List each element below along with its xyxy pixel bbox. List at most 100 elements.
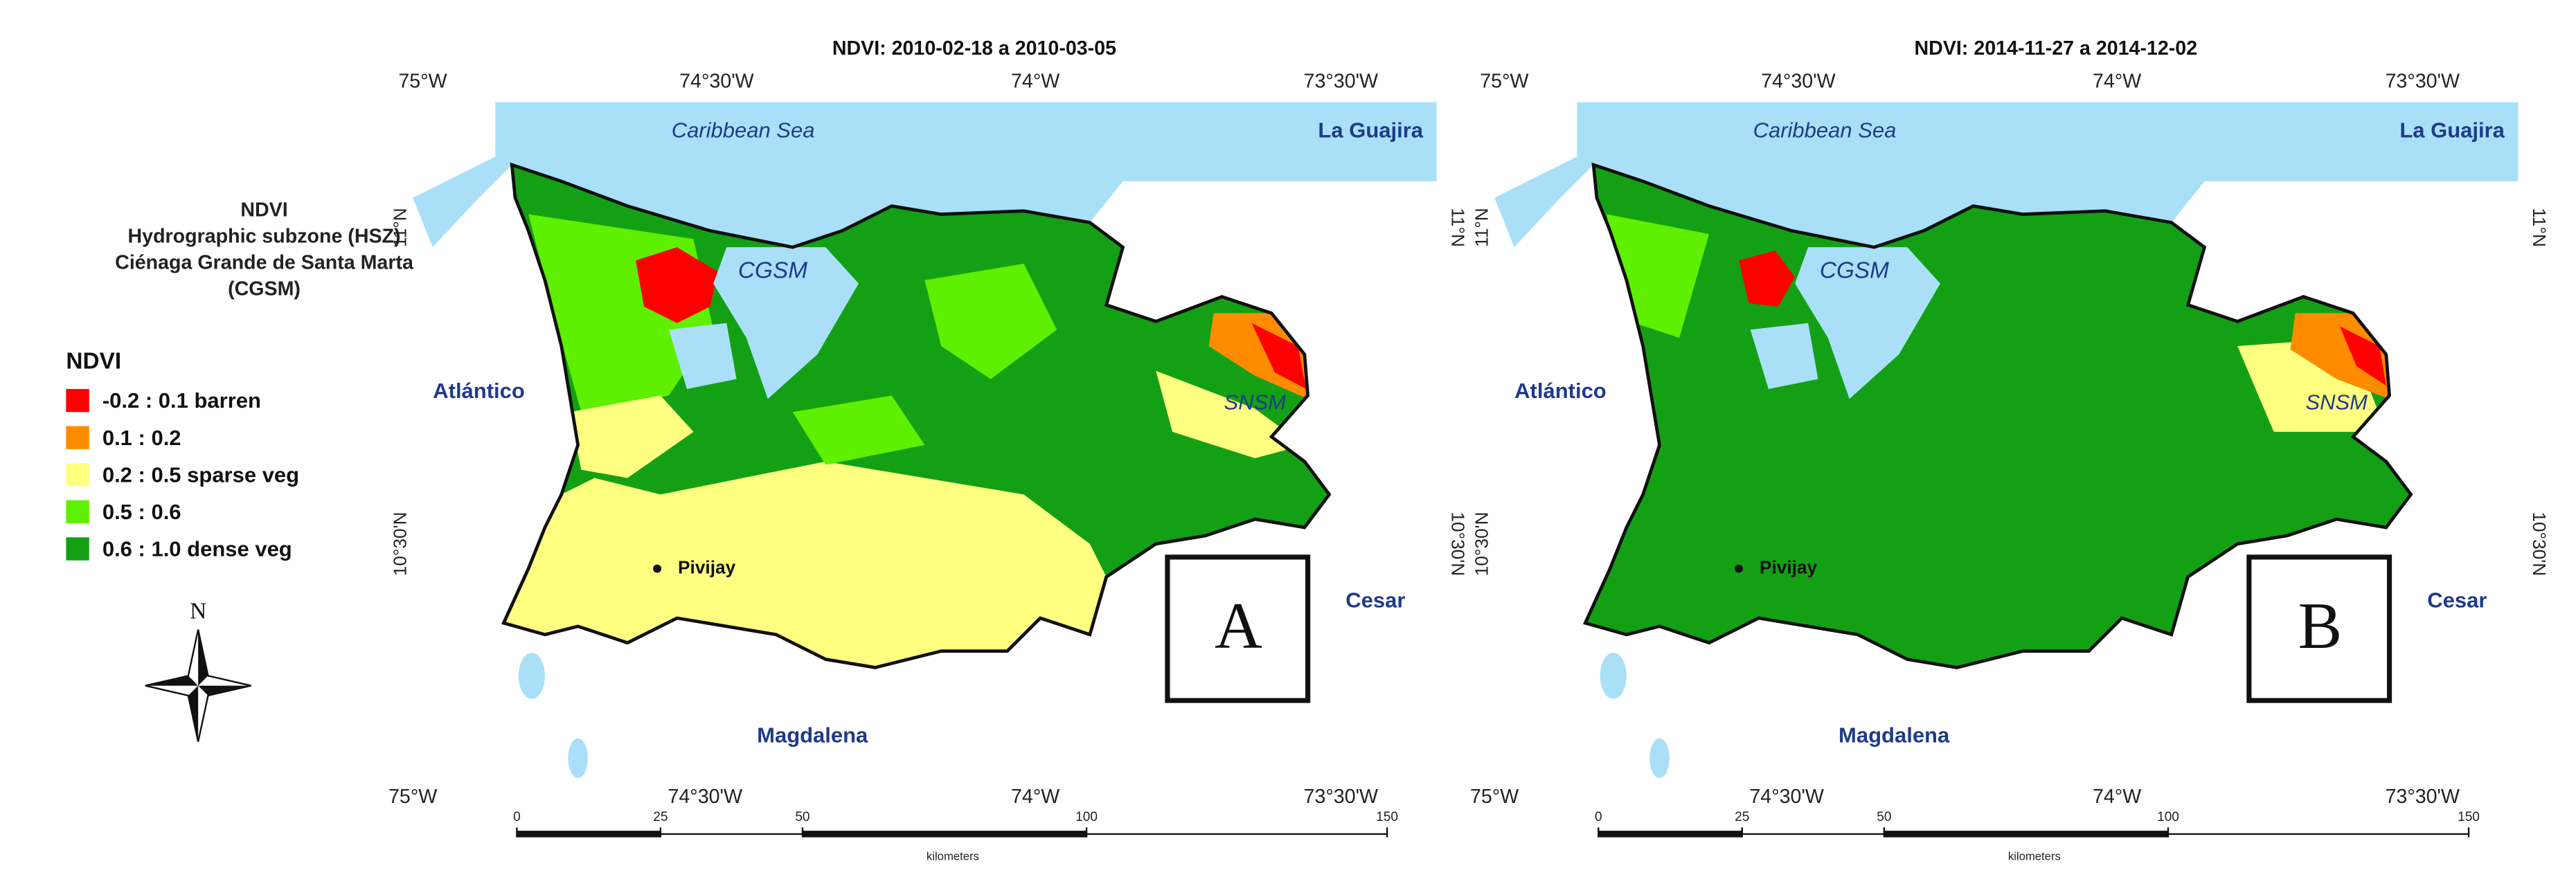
ndvi-patch <box>1208 313 1308 399</box>
place-label: Pivijay <box>1760 557 1818 577</box>
lagoon <box>713 247 859 399</box>
lat-label-left: 10°30'N <box>389 512 410 576</box>
lagoon <box>1795 247 1940 399</box>
legend-heading: Ciénaga Grande de Santa Marta <box>115 252 414 274</box>
legend-heading: (CGSM) <box>228 278 301 300</box>
place-label: La Guajira <box>2399 118 2505 143</box>
ndvi-patch <box>503 461 1107 668</box>
legend-label: -0.2 : 0.1 barren <box>102 388 261 413</box>
town-dot <box>1735 564 1743 573</box>
lat-label-right: 11°N <box>1447 208 1468 247</box>
legend-label: 0.5 : 0.6 <box>102 500 181 524</box>
legend-title: NDVI <box>66 349 121 374</box>
boundary <box>1582 162 2413 669</box>
place-label: La Guajira <box>1318 118 1423 143</box>
ndvi-patch <box>1251 323 1307 389</box>
ndvi-patch <box>2290 313 2390 399</box>
panel-letter-box <box>1165 554 1311 703</box>
place-label: Cesar <box>1345 588 1405 612</box>
panel-title: NDVI: 2010-02-18 a 2010-03-05 <box>832 37 1116 60</box>
land <box>503 165 1330 668</box>
scale-label: 100 <box>1075 810 1098 824</box>
lake <box>568 738 588 778</box>
panel-letter: B <box>2298 589 2343 662</box>
scale-seg <box>1598 831 1742 838</box>
place-label: Magdalena <box>757 723 868 748</box>
land-base <box>1585 165 2411 668</box>
legend-swatch <box>66 500 89 524</box>
scale-label: 25 <box>1735 810 1749 824</box>
ndvi-patch <box>2340 326 2386 386</box>
ndvi-patch <box>924 263 1057 379</box>
lat-label-left: 10°30'N <box>1471 512 1492 576</box>
scale-label: 25 <box>653 810 668 824</box>
lon-label-bottom: 74°30'W <box>668 786 742 808</box>
scale-unit: kilometers <box>2008 850 2061 863</box>
scale-label: 50 <box>795 810 810 824</box>
place-label: CGSM <box>1820 258 1889 284</box>
ndvi-patch <box>636 247 719 323</box>
lon-label-top: 73°30'W <box>2385 71 2460 93</box>
lon-label-bottom: 74°W <box>2093 786 2141 808</box>
lon-label-top: 74°30'W <box>1761 71 1836 93</box>
scale-label: 100 <box>2157 810 2179 824</box>
scale-label: 0 <box>513 810 521 824</box>
lon-label-bottom: 75°W <box>1470 786 1519 808</box>
place-label: Cesar <box>2427 588 2487 612</box>
sea <box>1494 102 2519 248</box>
lon-label-top: 75°W <box>398 71 447 93</box>
ndvi-patch <box>1739 250 1796 307</box>
ndvi-patch <box>792 395 925 465</box>
lat-label-left: 11°N <box>389 208 410 247</box>
panel-title: NDVI: 2014-11-27 a 2014-12-02 <box>1915 37 2198 60</box>
lat-label-left: 11°N <box>1471 208 1492 247</box>
place-label: Pivijay <box>678 557 736 577</box>
ndvi-patch <box>1156 370 1305 458</box>
map-panel: NDVI: 2014-11-27 a 2014-12-02 75°W 74°30'W… <box>1470 37 2550 863</box>
lon-label-top: 74°W <box>2093 71 2141 93</box>
scale-unit: kilometers <box>927 850 979 863</box>
scale-seg <box>517 831 661 838</box>
lake <box>518 652 545 699</box>
place-label: Caribbean Sea <box>1753 118 1897 143</box>
map-panel: NDVI: 2010-02-18 a 2010-03-05 75°W 74°30'W… <box>388 37 1468 863</box>
legend-swatch <box>66 537 89 561</box>
lake <box>1649 738 1670 778</box>
place-label: Atlántico <box>433 379 525 403</box>
lon-label-top: 75°W <box>1480 71 1528 93</box>
lat-label-right: 11°N <box>2529 208 2550 247</box>
wetland-lakes <box>668 323 737 389</box>
wetland-lakes <box>1750 323 1818 389</box>
lon-label-bottom: 73°30'W <box>2385 786 2460 808</box>
scale-label: 150 <box>1376 810 1398 824</box>
lon-label-bottom: 73°30'W <box>1304 786 1379 808</box>
sea <box>413 102 1437 248</box>
scale-seg <box>1884 831 2168 838</box>
legend-swatch <box>66 463 89 487</box>
scale-label: 50 <box>1877 810 1891 824</box>
town-dot <box>653 564 662 573</box>
lon-label-bottom: 75°W <box>388 786 437 808</box>
legend-label: 0.2 : 0.5 sparse veg <box>102 462 299 487</box>
scale-label: 0 <box>1595 810 1602 824</box>
place-label: Caribbean Sea <box>672 118 815 143</box>
place-label: CGSM <box>738 258 807 284</box>
lon-label-bottom: 74°W <box>1011 786 1059 808</box>
place-label: SNSM <box>2305 390 2368 415</box>
lon-label-top: 73°30'W <box>1304 71 1379 93</box>
north-label: N <box>190 598 206 624</box>
ndvi-patch <box>569 395 694 478</box>
lon-label-top: 74°W <box>1011 71 1059 93</box>
lon-label-top: 74°30'W <box>679 71 754 93</box>
legend-label: 0.1 : 0.2 <box>102 426 181 450</box>
scale-seg <box>802 831 1087 838</box>
lake <box>1600 652 1627 699</box>
lat-label-right: 10°30'N <box>2529 512 2550 576</box>
legend-swatch <box>66 388 89 413</box>
place-label: Atlántico <box>1514 379 1607 403</box>
place-label: Magdalena <box>1839 723 1950 748</box>
legend-heading: Hydrographic subzone (HSZ) <box>128 225 401 247</box>
place-label: SNSM <box>1224 390 1287 415</box>
